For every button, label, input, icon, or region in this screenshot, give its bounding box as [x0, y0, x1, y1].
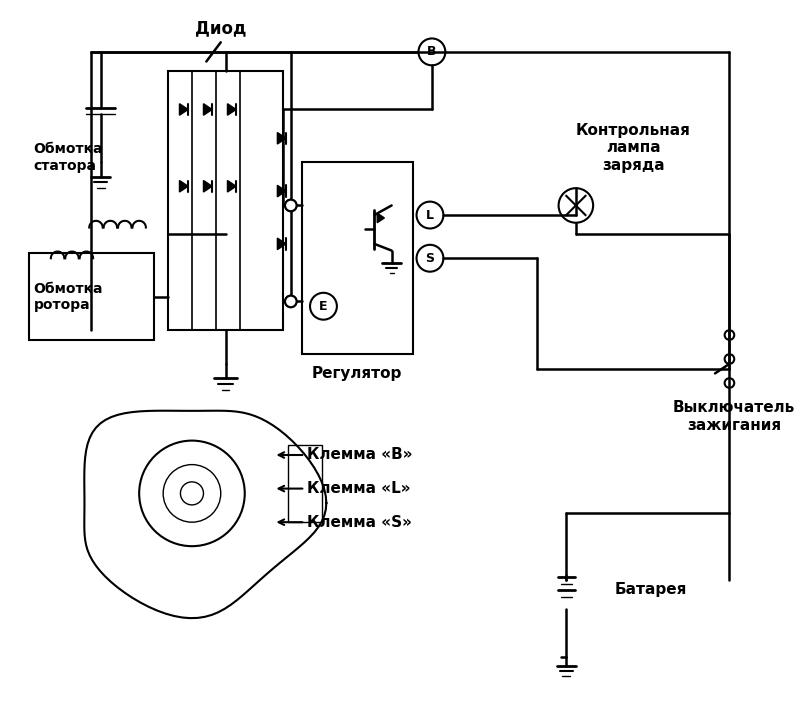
- Text: L: L: [426, 209, 434, 221]
- Circle shape: [417, 244, 443, 272]
- Circle shape: [725, 354, 734, 364]
- Text: Диод: Диод: [195, 19, 246, 37]
- Polygon shape: [278, 132, 286, 144]
- Circle shape: [418, 38, 446, 65]
- Text: Обмотка
ротора: Обмотка ротора: [34, 282, 103, 312]
- Text: B: B: [427, 45, 437, 58]
- Circle shape: [139, 441, 245, 546]
- Polygon shape: [179, 104, 188, 115]
- Bar: [302, 162, 413, 354]
- Text: Обмотка
статора: Обмотка статора: [34, 142, 103, 173]
- Circle shape: [558, 188, 593, 223]
- Circle shape: [286, 297, 296, 306]
- Polygon shape: [278, 186, 286, 197]
- Bar: [168, 71, 283, 330]
- Circle shape: [417, 201, 443, 229]
- Text: Регулятор: Регулятор: [312, 366, 402, 381]
- Text: Контрольная
лампа
заряда: Контрольная лампа заряда: [576, 123, 691, 173]
- Polygon shape: [377, 213, 384, 223]
- Circle shape: [725, 330, 734, 340]
- Bar: [288, 445, 322, 522]
- Polygon shape: [203, 104, 212, 115]
- Text: Клемма «S»: Клемма «S»: [307, 515, 412, 530]
- Text: S: S: [426, 252, 434, 265]
- Circle shape: [725, 378, 734, 388]
- Circle shape: [181, 482, 203, 505]
- Text: Клемма «B»: Клемма «B»: [307, 447, 413, 462]
- Polygon shape: [203, 180, 212, 192]
- Polygon shape: [179, 180, 188, 192]
- Text: Клемма «L»: Клемма «L»: [307, 481, 410, 496]
- Polygon shape: [278, 238, 286, 249]
- Circle shape: [163, 464, 221, 522]
- Text: E: E: [319, 300, 328, 313]
- Circle shape: [286, 201, 296, 210]
- Bar: [29, 253, 154, 340]
- Circle shape: [310, 293, 337, 320]
- Polygon shape: [227, 180, 236, 192]
- Circle shape: [285, 296, 297, 307]
- Circle shape: [285, 200, 297, 211]
- Polygon shape: [227, 104, 236, 115]
- Text: Выключатель
зажигания: Выключатель зажигания: [673, 400, 795, 433]
- Text: Батарея: Батарея: [614, 582, 686, 597]
